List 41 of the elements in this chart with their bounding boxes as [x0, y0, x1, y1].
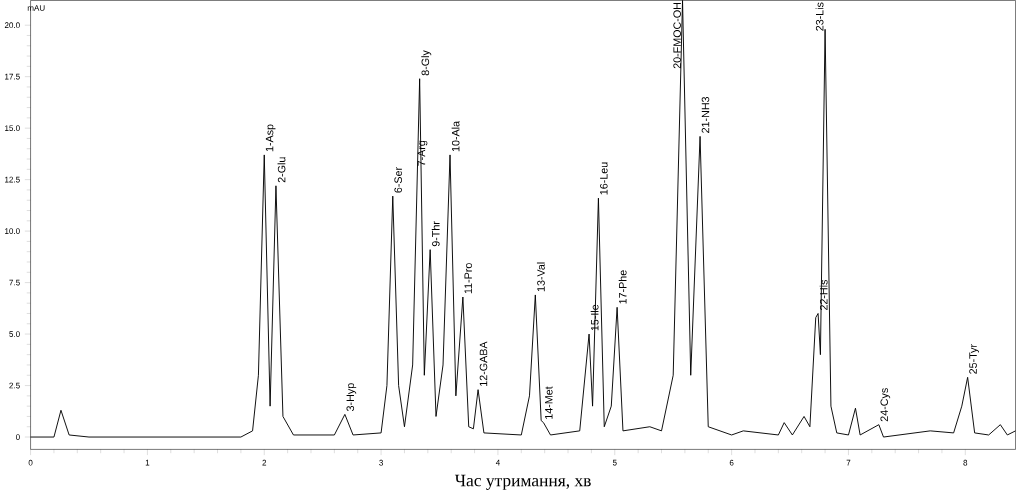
annotation: 2-Glu	[277, 157, 286, 183]
annotation: 10-Ala	[451, 120, 460, 151]
annotation: 3-Hyp	[346, 383, 357, 411]
x-tick-label: 6	[729, 459, 734, 466]
annotation: 13-Val	[536, 262, 545, 291]
x-tick-label: 7	[846, 459, 851, 466]
annotation: 25-Tyr	[969, 343, 979, 374]
x-tick-label: 5	[612, 459, 617, 466]
y-tick-label: 15.0	[5, 125, 20, 131]
x-axis-title: Час утримання, хв	[454, 474, 591, 490]
annotation: 15-Ile	[590, 304, 599, 331]
annotation: 12-GABA	[479, 341, 488, 386]
annotation: 14-Met	[545, 386, 553, 419]
y-tick-label: 2.5	[9, 382, 20, 389]
annotation: 17-Phe	[618, 270, 627, 304]
x-tick-label: 8	[963, 459, 968, 466]
y-tick-label: 10.0	[5, 228, 20, 234]
x-tick-label: 3	[379, 459, 383, 466]
annotation: 1-Asp	[265, 124, 276, 151]
annotation: 9-Thr	[431, 221, 440, 246]
y-axis-title: mAU	[27, 5, 45, 11]
y-tick-label: 0	[15, 434, 20, 440]
y-tick-label: 12.5	[5, 176, 20, 183]
annotation: 24-Cys	[880, 387, 891, 421]
y-tick-label: 7.5	[9, 279, 20, 286]
annotation: 20-FMOC-OH	[673, 2, 681, 69]
annotation: 7-Arg	[417, 140, 428, 166]
annotation: 16-Leu	[600, 162, 608, 195]
x-tick-label: 1	[145, 459, 150, 466]
x-tick-label: 2	[262, 459, 267, 466]
annotation: 11-Pro	[464, 262, 472, 294]
x-tick-label: 4	[495, 459, 500, 466]
x-tick-label: 0	[28, 459, 33, 466]
y-tick-label: 17.5	[5, 73, 20, 80]
annotation: 23-Lis	[815, 2, 824, 31]
annotation: 21-NH3	[701, 96, 710, 133]
annotation: 8-Gly	[421, 50, 432, 76]
y-tick-label: 5.0	[9, 331, 20, 337]
annotation: 22-His	[819, 279, 828, 310]
y-tick-label: 20.0	[4, 22, 20, 28]
annotation: 6-Ser	[394, 166, 402, 193]
